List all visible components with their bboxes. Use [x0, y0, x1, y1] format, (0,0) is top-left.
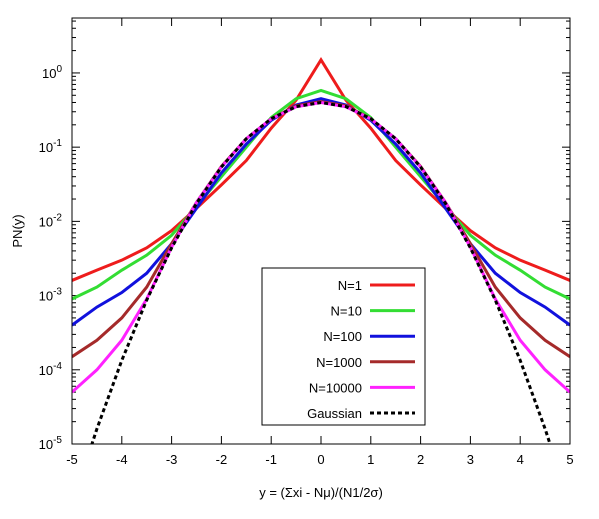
legend-label: Gaussian	[307, 406, 362, 421]
series-line	[72, 88, 570, 301]
x-tick-label: 5	[566, 452, 573, 467]
series-line	[72, 97, 570, 327]
x-tick-label: 0	[317, 452, 324, 467]
legend-label: N=10000	[309, 380, 362, 395]
y-tick-label: 10-1	[39, 138, 63, 155]
plot-area	[72, 57, 570, 444]
y-tick-label: 10-2	[39, 212, 63, 229]
legend-box	[261, 267, 426, 426]
x-tick-label: -4	[116, 452, 128, 467]
legend-label: N=100	[323, 329, 362, 344]
x-tick-label: -3	[166, 452, 178, 467]
y-axis-label: PN(y)	[10, 214, 25, 247]
x-tick-label: -1	[265, 452, 277, 467]
legend-label: N=10	[331, 304, 362, 319]
plot-frame	[71, 17, 571, 445]
x-tick-label: 4	[517, 452, 524, 467]
x-tick-label: 3	[467, 452, 474, 467]
y-tick-label: 10-5	[39, 435, 63, 452]
y-tick-label: 100	[42, 64, 62, 81]
x-tick-label: 1	[367, 452, 374, 467]
y-tick-label: 10-4	[39, 361, 63, 378]
x-tick-label: 2	[417, 452, 424, 467]
x-axis-label: y = (Σxi - Nμ)/(N1/2σ)	[259, 485, 383, 500]
legend-label: N=1000	[316, 355, 362, 370]
legend-label: N=1	[338, 278, 362, 293]
x-tick-label: -2	[216, 452, 228, 467]
x-tick-label: -5	[66, 452, 78, 467]
series-line	[90, 101, 552, 444]
series-line	[72, 57, 570, 282]
y-tick-label: 10-3	[39, 287, 63, 304]
